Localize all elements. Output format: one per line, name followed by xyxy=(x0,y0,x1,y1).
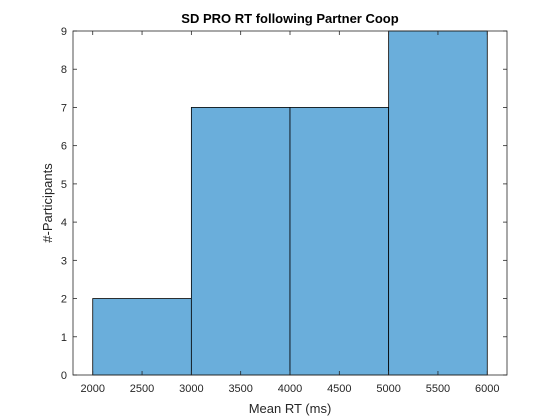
y-tick-label: 3 xyxy=(61,255,67,267)
y-tick-label: 7 xyxy=(61,102,67,114)
chart-title: SD PRO RT following Partner Coop xyxy=(181,11,398,26)
y-axis-ticks: 0 1 2 3 4 5 6 7 8 9 xyxy=(61,26,507,382)
histogram-bar xyxy=(190,107,291,376)
y-tick-label: 9 xyxy=(61,26,67,38)
y-tick-label: 6 xyxy=(61,141,67,153)
x-tick-label: 5000 xyxy=(376,383,400,395)
y-tick-label: 0 xyxy=(61,370,67,382)
x-tick-label: 4500 xyxy=(327,383,351,395)
x-tick-label: 5500 xyxy=(426,383,450,395)
x-axis-label: Mean RT (ms) xyxy=(249,401,332,416)
x-tick-label: 3000 xyxy=(179,383,203,395)
x-tick-label: 2000 xyxy=(80,383,104,395)
y-tick-label: 5 xyxy=(61,179,67,191)
x-tick-label: 3500 xyxy=(228,383,252,395)
x-tick-label: 6000 xyxy=(475,383,499,395)
histogram-bar xyxy=(289,107,390,376)
y-tick-label: 8 xyxy=(61,64,67,76)
histogram-bar xyxy=(388,30,488,376)
x-tick-label: 2500 xyxy=(130,383,154,395)
y-tick-label: 2 xyxy=(61,294,67,306)
x-axis-ticks: 2000 2500 3000 3500 4000 4500 5000 5500 6000 xyxy=(80,31,500,395)
y-tick-label: 4 xyxy=(61,217,67,229)
y-tick-label: 1 xyxy=(61,332,67,344)
histogram-bar xyxy=(92,298,192,376)
y-axis-label: #-Participants xyxy=(40,163,55,243)
x-tick-label: 4000 xyxy=(278,383,302,395)
bars-group xyxy=(92,30,488,376)
